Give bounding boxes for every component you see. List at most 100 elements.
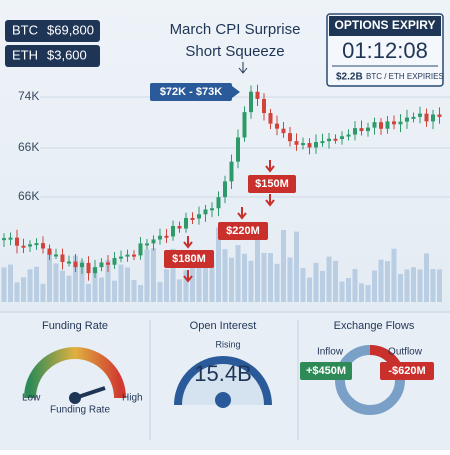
- candle: [431, 114, 435, 122]
- funding-panel: Funding Rate Low High Funding Rate: [22, 320, 143, 416]
- volume-bar: [294, 231, 299, 302]
- liq-callout: $150M: [248, 160, 296, 207]
- volume-bar: [320, 270, 325, 302]
- candle: [320, 141, 325, 144]
- countdown: 01:12:08: [342, 38, 428, 63]
- candle: [132, 254, 136, 257]
- candle: [379, 122, 383, 129]
- volume-bar: [66, 275, 72, 302]
- candle: [333, 138, 338, 141]
- candle: [164, 235, 169, 238]
- oi-panel: Open Interest Rising 15.4B: [174, 320, 272, 408]
- candle: [216, 197, 221, 209]
- volume-bar: [170, 248, 176, 302]
- volume-bar: [437, 269, 442, 302]
- oi-value: 15.4B: [194, 361, 252, 386]
- candle: [398, 121, 403, 125]
- oi-trend: Rising: [215, 339, 240, 349]
- volume-bar: [203, 255, 208, 302]
- volume-bar: [372, 270, 377, 302]
- grid: [40, 96, 450, 198]
- gauge-low: Low: [22, 393, 41, 404]
- volume-bar: [346, 278, 351, 302]
- candle: [67, 261, 71, 264]
- headline-subtitle: Short Squeeze: [185, 43, 284, 60]
- expiry-amount: $2.2B: [336, 72, 363, 83]
- axis-label: 66K: [18, 189, 39, 203]
- headline-title: March CPI Surprise: [170, 21, 301, 38]
- volume-bar: [307, 277, 312, 302]
- candle: [21, 245, 26, 248]
- volume-bar: [131, 279, 137, 302]
- candle: [80, 262, 84, 268]
- candle: [372, 122, 377, 128]
- volume-bar: [255, 236, 260, 302]
- outflow-value: -$620M: [388, 365, 425, 377]
- liq-callout: $220M: [218, 207, 268, 240]
- volume-bar: [79, 260, 85, 302]
- candle: [203, 209, 208, 215]
- candle: [366, 127, 370, 132]
- volume-bar: [313, 262, 319, 302]
- liq-label: $220M: [226, 225, 260, 237]
- volume-bar: [411, 267, 416, 302]
- candle: [28, 244, 32, 247]
- candlesticks: [2, 84, 442, 281]
- ticker-price: $3,600: [47, 47, 87, 62]
- range-callout: $72K - $73K: [150, 83, 240, 101]
- gauge-high: High: [122, 393, 143, 404]
- volume-bar: [112, 280, 117, 302]
- panel-title: Exchange Flows: [334, 320, 415, 332]
- candle: [8, 237, 13, 240]
- volume-bar: [99, 277, 104, 302]
- candle: [385, 121, 390, 129]
- candle: [60, 254, 65, 263]
- expiry-label: OPTIONS EXPIRY: [335, 18, 436, 32]
- candle: [99, 262, 104, 268]
- volume-bar: [391, 248, 397, 302]
- volume-bar: [177, 279, 182, 302]
- volume-bar: [417, 269, 423, 302]
- volume-bar: [326, 256, 332, 302]
- candle: [392, 121, 396, 125]
- candle: [359, 128, 364, 132]
- candle: [262, 98, 266, 114]
- candle: [340, 136, 344, 140]
- volume-bar: [157, 282, 163, 302]
- volume-bar: [300, 268, 306, 302]
- volume-bar: [34, 266, 39, 302]
- volume-bar: [1, 267, 7, 302]
- liq-label: $150M: [255, 178, 289, 190]
- volume-bar: [118, 264, 124, 302]
- candle: [294, 141, 299, 145]
- candle: [255, 91, 260, 99]
- panel-title: Funding Rate: [42, 320, 108, 332]
- options-expiry: OPTIONS EXPIRY 01:12:08 $2.2B BTC / ETH …: [326, 13, 444, 87]
- candle: [405, 117, 409, 122]
- candle: [34, 243, 39, 246]
- volume-bar: [138, 284, 143, 302]
- volume-bar: [424, 253, 429, 302]
- candle: [184, 217, 188, 229]
- candle: [106, 262, 110, 265]
- axis-label: 66K: [18, 140, 39, 154]
- volume-bar: [268, 252, 273, 302]
- volume-bar: [164, 269, 169, 302]
- outflow-label: Outflow: [388, 347, 423, 358]
- candle: [158, 235, 162, 240]
- volume-bar: [333, 260, 338, 302]
- candle: [275, 123, 279, 129]
- candle: [249, 91, 253, 113]
- volume-bar: [60, 270, 65, 302]
- candle: [54, 254, 58, 257]
- volume-bar: [274, 263, 280, 302]
- candle: [229, 161, 234, 182]
- volume-bar: [73, 255, 78, 302]
- candle: [307, 143, 312, 148]
- volume-bar: [190, 264, 195, 302]
- candle: [346, 134, 351, 137]
- candle: [197, 214, 201, 219]
- candle: [327, 138, 331, 142]
- volume-bar: [261, 252, 267, 302]
- ticker-btc: BTC $69,800: [5, 20, 100, 42]
